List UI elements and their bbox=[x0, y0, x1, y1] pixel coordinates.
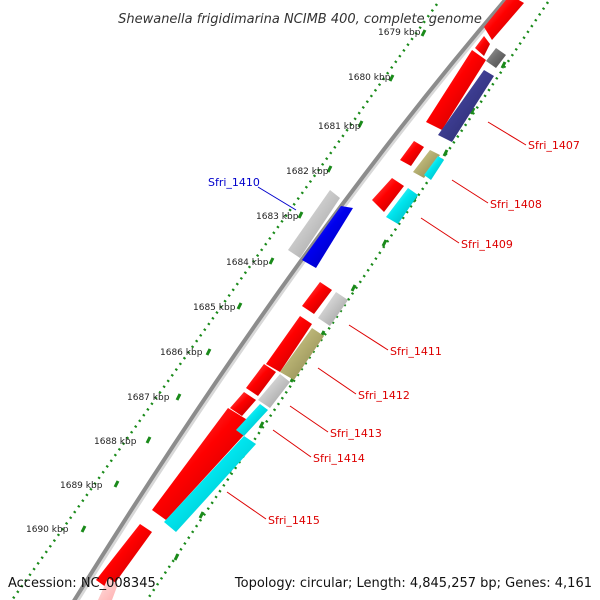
gene-red[interactable] bbox=[96, 524, 152, 590]
gene-sfri-1415[interactable] bbox=[164, 436, 256, 532]
gene-red[interactable] bbox=[426, 50, 486, 130]
label-leader-lines bbox=[226, 121, 527, 520]
outer-tick-ring bbox=[10, 3, 439, 600]
accession-text: Accession: NC_008345 bbox=[8, 576, 156, 591]
genome-backbone bbox=[72, 0, 508, 600]
gene-pink[interactable] bbox=[98, 578, 118, 600]
gene-label[interactable]: Sfri_1413 bbox=[330, 427, 382, 440]
kbp-label: 1683 kbp bbox=[256, 212, 299, 222]
kbp-label: 1682 kbp bbox=[286, 167, 329, 177]
gene-label[interactable]: Sfri_1407 bbox=[528, 139, 580, 152]
outer-major-ticks bbox=[80, 29, 427, 533]
gene-label[interactable]: Sfri_1408 bbox=[490, 198, 542, 211]
gene-sfri-1412[interactable] bbox=[280, 328, 324, 380]
kbp-label: 1690 kbp bbox=[26, 525, 69, 535]
gene-silver[interactable] bbox=[288, 190, 340, 258]
gene-gray[interactable] bbox=[486, 48, 506, 68]
kbp-label: 1680 kbp bbox=[348, 73, 391, 83]
gene-sfri-1408[interactable] bbox=[424, 156, 444, 180]
kbp-label: 1688 kbp bbox=[94, 437, 137, 447]
kbp-labels: 1679 kbp 1680 kbp 1681 kbp 1682 kbp 1683… bbox=[26, 28, 421, 535]
kbp-label: 1689 kbp bbox=[60, 481, 103, 491]
gene-sfri-1411[interactable] bbox=[318, 292, 348, 326]
gene-label[interactable]: Sfri_1411 bbox=[390, 345, 442, 358]
gene-red[interactable] bbox=[400, 141, 424, 166]
gene-red[interactable] bbox=[246, 364, 276, 396]
gene-label[interactable]: Sfri_1414 bbox=[313, 452, 365, 465]
genome-summary-text: Topology: circular; Length: 4,845,257 bp… bbox=[234, 576, 592, 591]
gene-khaki[interactable] bbox=[413, 150, 440, 178]
gene-red[interactable] bbox=[302, 282, 332, 314]
genes-forward-strand bbox=[288, 190, 353, 268]
gene-sfri-1413[interactable] bbox=[258, 374, 290, 408]
gene-red[interactable] bbox=[266, 316, 312, 372]
gene-labels: Sfri_1407 Sfri_1408 Sfri_1409 Sfri_1410 … bbox=[208, 139, 580, 527]
gene-sfri-1410[interactable] bbox=[302, 206, 353, 268]
gene-red[interactable] bbox=[484, 0, 524, 40]
kbp-label: 1684 kbp bbox=[226, 258, 269, 268]
gene-label[interactable]: Sfri_1412 bbox=[358, 389, 410, 402]
kbp-label: 1679 kbp bbox=[378, 28, 421, 38]
kbp-label: 1685 kbp bbox=[193, 303, 236, 313]
gene-sfri-1407[interactable] bbox=[438, 70, 494, 142]
gene-red[interactable] bbox=[230, 392, 256, 416]
gene-red[interactable] bbox=[372, 178, 404, 212]
map-title: Shewanella frigidimarina NCIMB 400, comp… bbox=[118, 12, 482, 27]
kbp-label: 1686 kbp bbox=[160, 348, 203, 358]
gene-sfri-1409[interactable] bbox=[386, 188, 418, 224]
gene-label[interactable]: Sfri_1415 bbox=[268, 514, 320, 527]
kbp-label: 1687 kbp bbox=[127, 393, 170, 403]
gene-sfri-1414[interactable] bbox=[236, 404, 268, 436]
gene-red[interactable] bbox=[475, 36, 490, 56]
inner-tick-ring bbox=[145, 1, 550, 600]
gene-label[interactable]: Sfri_1410 bbox=[208, 176, 260, 189]
genes-reverse-strand bbox=[96, 0, 524, 600]
gene-label[interactable]: Sfri_1409 bbox=[461, 238, 513, 251]
kbp-label: 1681 kbp bbox=[318, 122, 361, 132]
gene-red[interactable] bbox=[152, 408, 254, 520]
